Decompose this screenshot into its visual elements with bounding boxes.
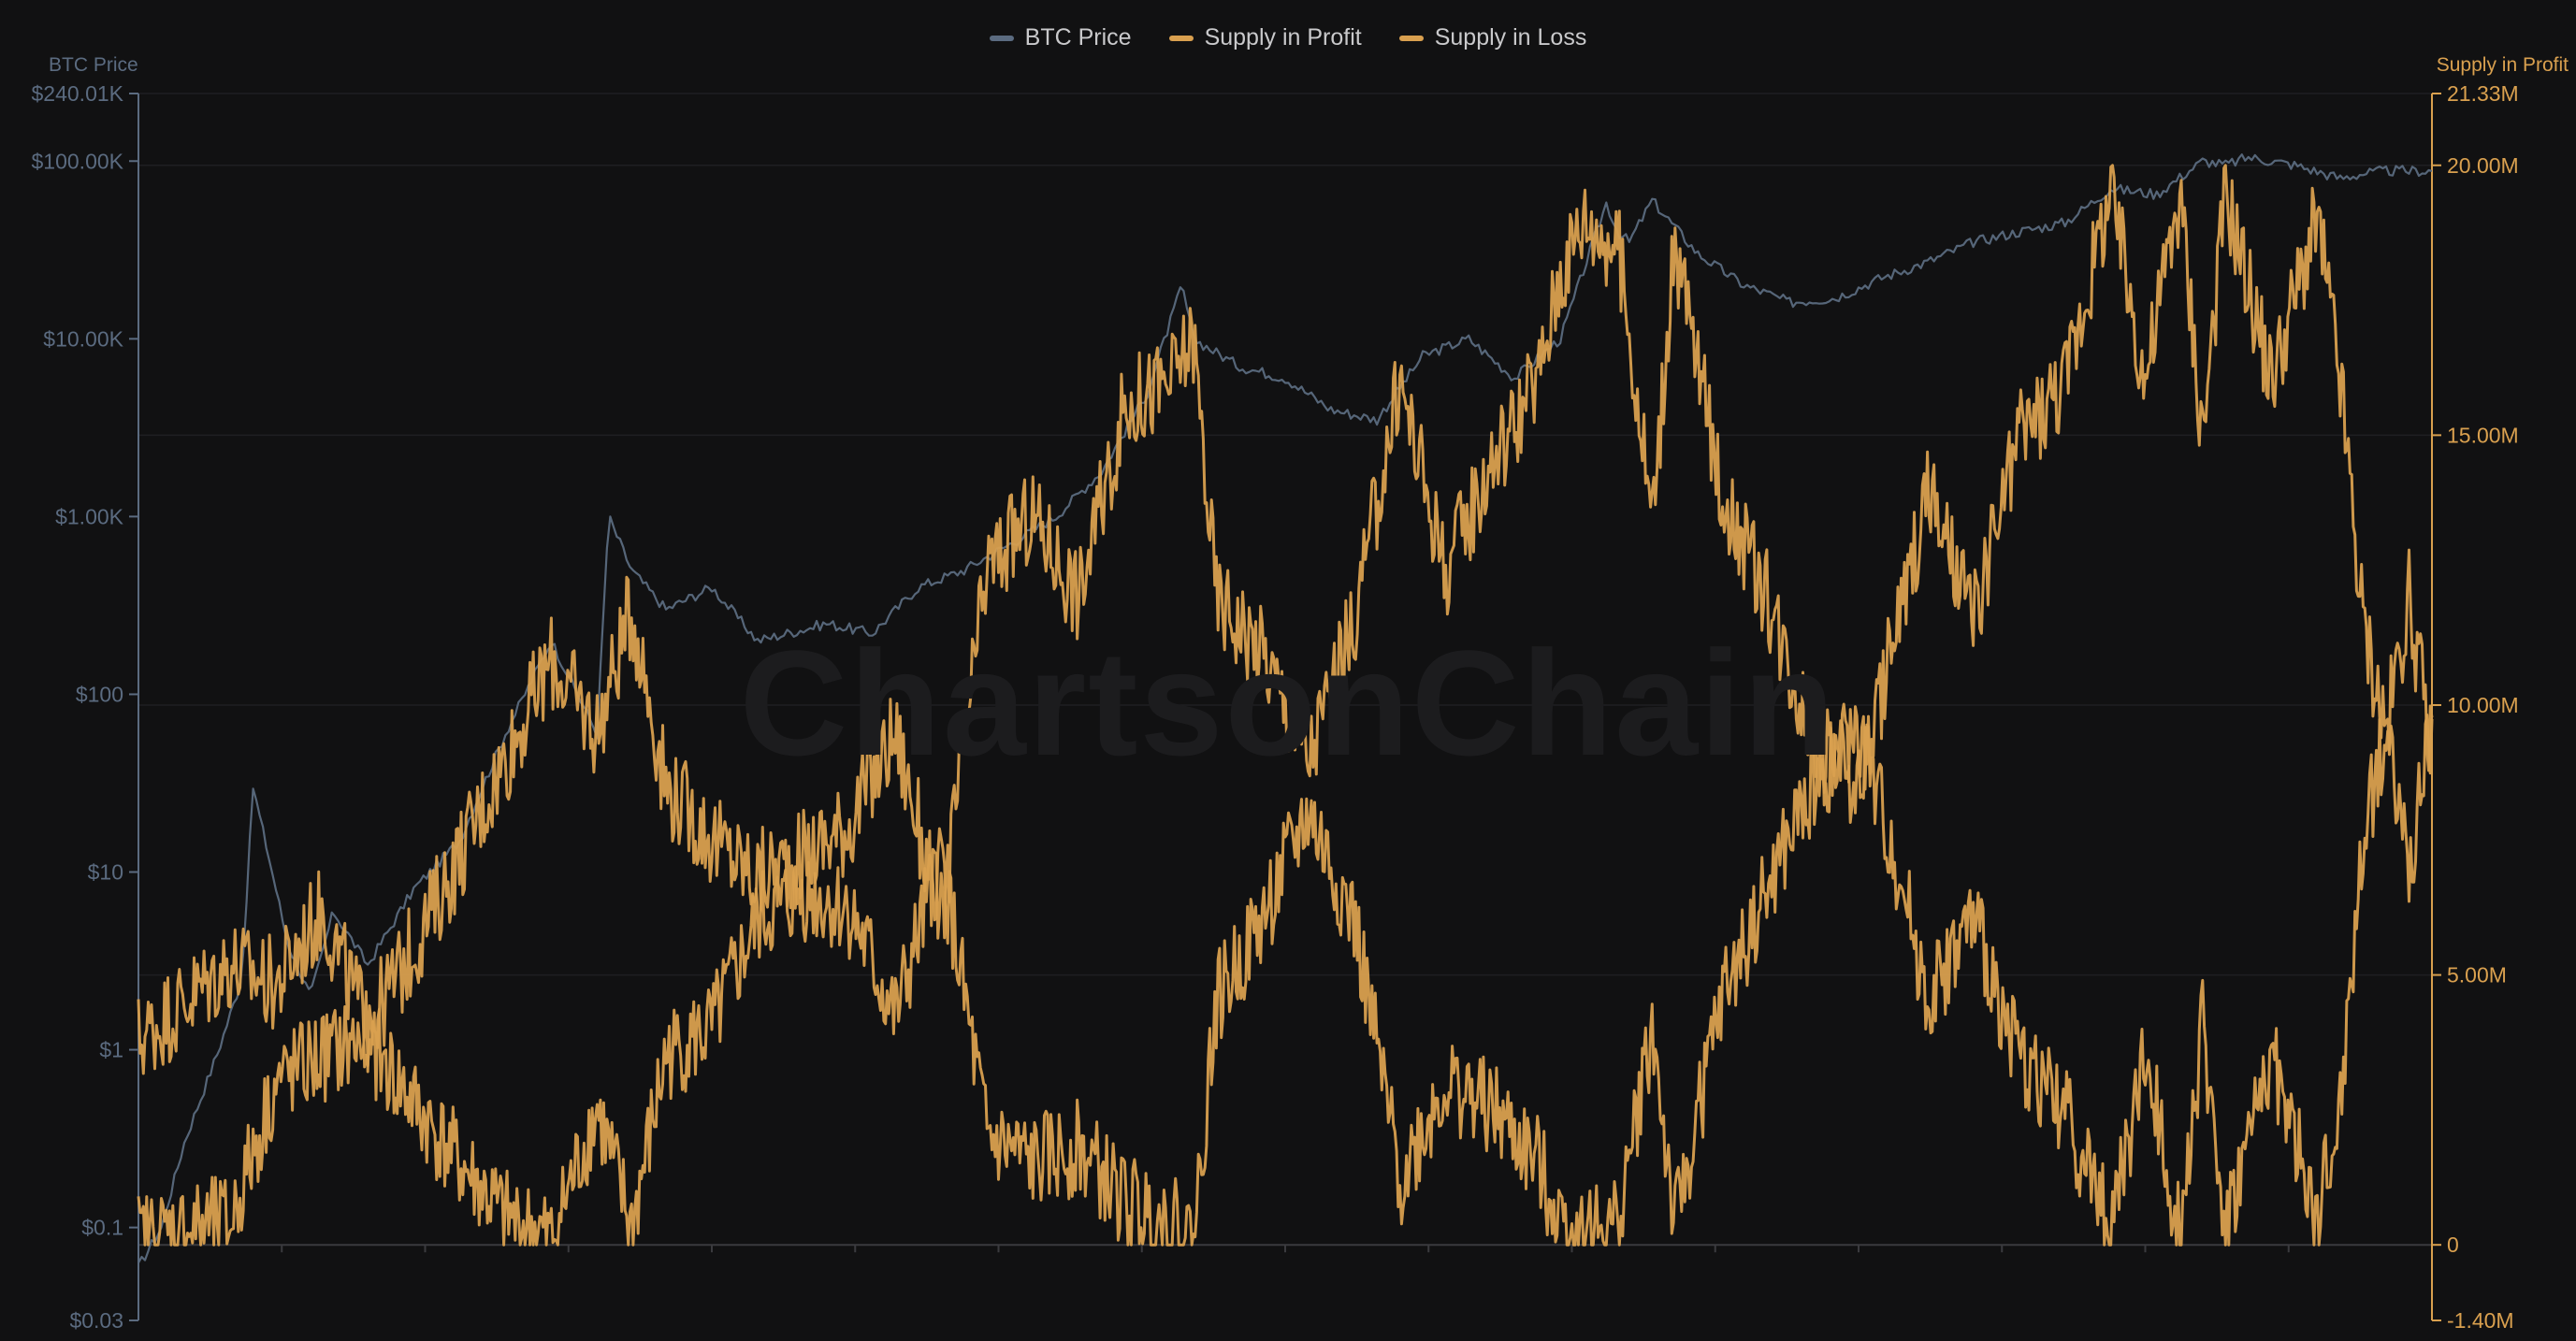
left-tick-label: $100.00K [32, 149, 124, 173]
right-tick-label: 21.33M [2447, 81, 2519, 106]
right-tick-label: 0 [2447, 1233, 2459, 1257]
series-lines [137, 153, 2434, 1263]
left-tick-label: $1.00K [55, 504, 124, 528]
right-axis: 21.33M 20.00M 15.00M 10.00M 5.00M 0 -1.40M [2431, 81, 2519, 1333]
watermark: ChartsonChain [739, 619, 1837, 786]
legend-swatch-icon [1398, 35, 1424, 41]
legend-swatch-icon [989, 35, 1014, 41]
right-tick-label: -1.40M [2447, 1308, 2514, 1333]
series-line-supply-in-profit [137, 164, 2434, 1075]
right-tick-label: 20.00M [2447, 153, 2519, 178]
left-tick-label: $1 [99, 1038, 123, 1062]
legend-label: Supply in Loss [1434, 24, 1587, 50]
series-line-btc-price [137, 153, 2433, 1263]
right-tick-label: 5.00M [2447, 963, 2507, 988]
legend-item-supply-in-loss[interactable]: Supply in Loss [1398, 24, 1587, 51]
left-tick-label: $10.00K [43, 326, 123, 351]
right-tick-label: 15.00M [2447, 423, 2519, 447]
right-axis-title: Supply in Profit [2436, 54, 2569, 76]
legend-item-btc-price[interactable]: BTC Price [989, 24, 1132, 51]
legend-label: BTC Price [1024, 24, 1132, 50]
left-axis-title: BTC Price [49, 54, 138, 76]
left-tick-label: $10 [88, 860, 123, 885]
left-axis: $240.01K $100.00K $10.00K $1.00K $100 $10 $1 $0… [32, 81, 139, 1333]
legend-item-supply-in-profit[interactable]: Supply in Profit [1168, 24, 1362, 51]
legend-label: Supply in Profit [1204, 24, 1362, 50]
left-tick-label: $240.01K [32, 81, 124, 106]
left-tick-label: $0.03 [69, 1308, 123, 1333]
series-line-supply-in-loss [137, 702, 2434, 1247]
right-tick-label: 10.00M [2447, 693, 2519, 717]
left-tick-label: $100 [76, 682, 123, 706]
legend-swatch-icon [1168, 35, 1194, 41]
legend: BTC Price Supply in Profit Supply in Los… [0, 24, 2576, 51]
left-tick-label: $0.1 [81, 1216, 123, 1240]
